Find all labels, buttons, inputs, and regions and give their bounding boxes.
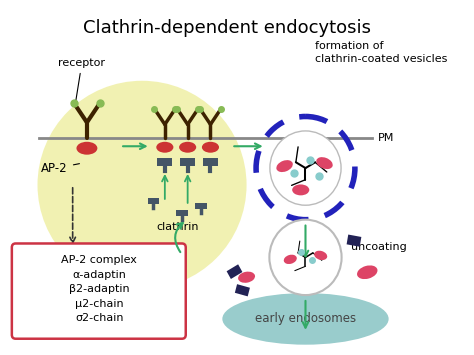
Text: early endosomes: early endosomes — [255, 312, 356, 326]
Bar — [176, 210, 188, 216]
Ellipse shape — [292, 185, 310, 195]
Ellipse shape — [202, 142, 219, 153]
Ellipse shape — [316, 157, 333, 169]
Ellipse shape — [37, 81, 246, 289]
Bar — [203, 158, 218, 166]
FancyBboxPatch shape — [12, 244, 186, 339]
Circle shape — [270, 131, 341, 205]
Ellipse shape — [156, 142, 173, 153]
Ellipse shape — [179, 142, 196, 153]
Ellipse shape — [284, 255, 297, 264]
Text: Clathrin-dependent endocytosis: Clathrin-dependent endocytosis — [82, 19, 371, 37]
Bar — [157, 158, 173, 166]
Ellipse shape — [276, 160, 293, 172]
Text: clathrin: clathrin — [156, 222, 199, 232]
Ellipse shape — [238, 272, 255, 283]
Ellipse shape — [222, 293, 389, 345]
Bar — [148, 198, 159, 204]
Circle shape — [269, 220, 342, 295]
Ellipse shape — [314, 251, 327, 260]
Text: fusion: fusion — [262, 323, 296, 333]
Bar — [227, 264, 242, 279]
Bar — [346, 235, 361, 247]
Text: formation of
clathrin-coated vesicles: formation of clathrin-coated vesicles — [315, 41, 447, 64]
Text: PM: PM — [378, 133, 394, 143]
Text: uncoating: uncoating — [351, 242, 407, 252]
Ellipse shape — [76, 142, 97, 155]
Bar — [195, 203, 207, 209]
Bar — [180, 158, 195, 166]
Text: receptor: receptor — [58, 58, 105, 106]
Text: AP-2: AP-2 — [41, 162, 80, 175]
Text: AP-2 complex
α-adaptin
β2-adaptin
μ2-chain
σ2-chain: AP-2 complex α-adaptin β2-adaptin μ2-cha… — [61, 255, 137, 323]
Bar — [235, 284, 250, 296]
Ellipse shape — [357, 266, 377, 279]
